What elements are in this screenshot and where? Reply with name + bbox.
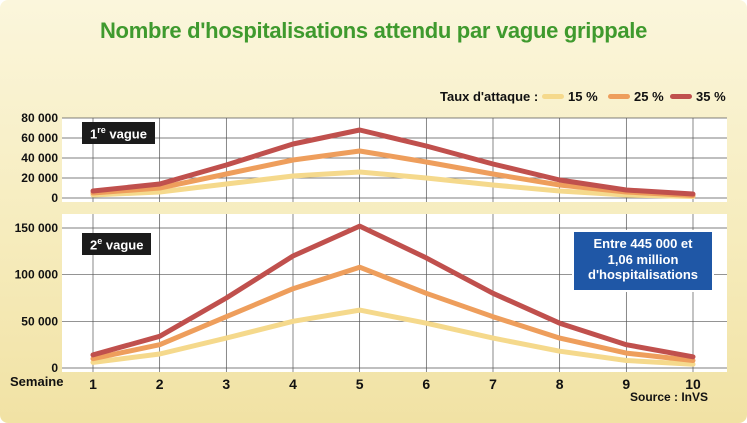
series-line-15 [90, 169, 696, 199]
panel-label-vague2-sup: e [97, 236, 103, 246]
info-box: Entre 445 000 et 1,06 million d'hospital… [572, 230, 714, 292]
x-tick-label: 1 [89, 376, 97, 392]
info-box-line1: Entre 445 000 et [593, 236, 693, 251]
x-tick-label: 2 [156, 376, 164, 392]
x-tick-label: 5 [356, 376, 364, 392]
series-line-35 [90, 127, 696, 197]
legend-label: Taux d'attaque : [440, 89, 539, 104]
x-tick-label: 8 [556, 376, 564, 392]
series-line-35 [90, 223, 696, 360]
chart-title: Nombre d'hospitalisations attendu par va… [99, 18, 648, 43]
y-tick-label: 0 [51, 191, 58, 205]
panel-label-vague2-num: 2 [90, 237, 98, 253]
legend-swatch-15 [542, 94, 564, 99]
series-line-15 [90, 307, 696, 367]
legend-text-15: 15 % [568, 89, 598, 104]
y-tick-label: 60 000 [21, 131, 58, 145]
y-tick-label: 0 [51, 361, 58, 375]
panel-1: 0 20 000 40 000 60 000 80 000 [21, 111, 727, 205]
source-note: Source : InVS [630, 390, 709, 404]
x-tick-label: 9 [622, 376, 630, 392]
y-tick-label: 100 000 [15, 268, 59, 282]
y-tick-label: 150 000 [15, 221, 59, 235]
x-tick-label: 10 [685, 376, 701, 392]
legend-swatch-25 [608, 94, 630, 99]
panel-label-vague1-num: 1 [90, 126, 98, 142]
x-tick-label: 7 [489, 376, 497, 392]
y-tick-label: 40 000 [21, 151, 58, 165]
x-tick-label: 4 [289, 376, 297, 392]
y-tick-label: 50 000 [21, 314, 58, 328]
y-tick-label: 20 000 [21, 171, 58, 185]
series-line-25 [90, 148, 696, 198]
x-tick-label: 3 [222, 376, 230, 392]
x-axis-label: Semaine [10, 374, 64, 389]
x-tick-label: 6 [422, 376, 430, 392]
legend-text-35: 35 % [696, 89, 726, 104]
legend-text-25: 25 % [634, 89, 664, 104]
info-box-line3: d'hospitalisations [588, 267, 698, 283]
y-tick-label: 80 000 [21, 111, 58, 125]
panel-label-vague1-rest: vague [105, 126, 147, 142]
panel-label-vague2-rest: vague [102, 237, 144, 253]
series-line-25 [90, 264, 696, 363]
legend-swatch-35 [670, 94, 692, 99]
panel-label-vague1: 1re vague [82, 122, 155, 145]
panel-label-vague1-sup: re [97, 125, 106, 135]
panel-label-vague2: 2e vague [82, 233, 152, 256]
info-box-line2: 1,06 million [607, 251, 679, 267]
